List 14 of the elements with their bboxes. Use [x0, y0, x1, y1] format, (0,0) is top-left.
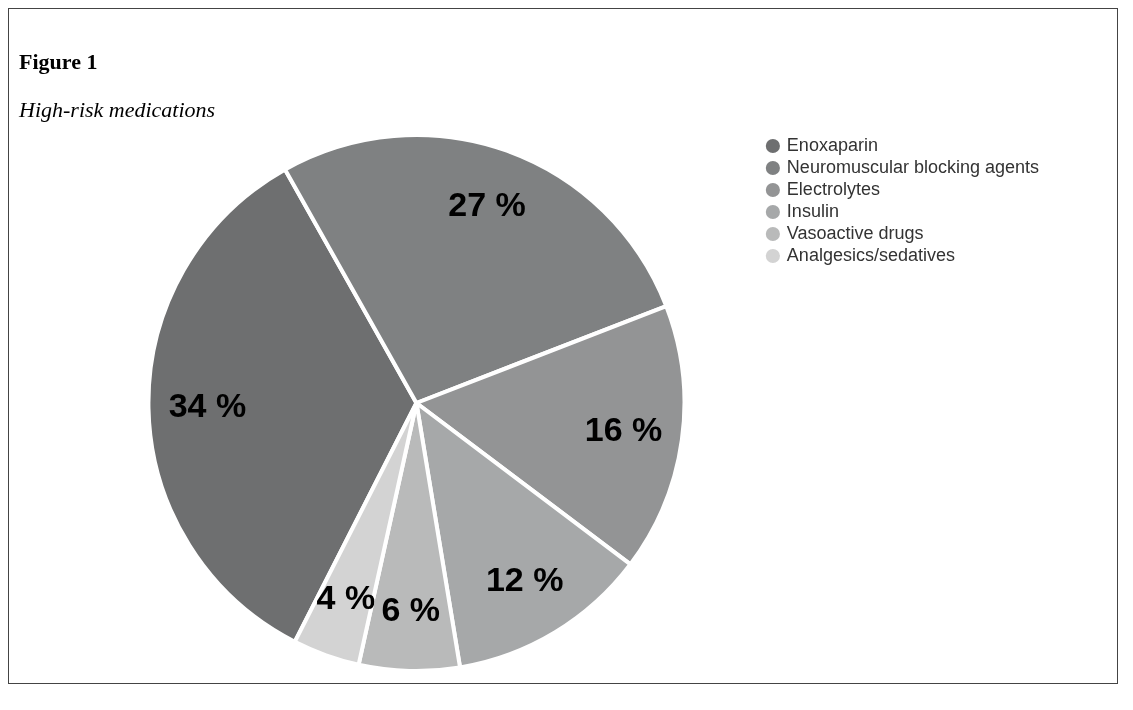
- data-label: 27 %: [448, 184, 526, 223]
- data-label: 16 %: [584, 410, 663, 449]
- legend-label: Electrolytes: [786, 178, 880, 199]
- chart-title: Figure 1: [19, 49, 99, 75]
- legend-label: Insulin: [786, 200, 839, 221]
- chart-subtitle: High-risk medications: [19, 97, 217, 123]
- legend-label: Neuromuscular blocking agents: [786, 156, 1040, 177]
- legend-label: Enoxaparin: [786, 134, 878, 155]
- data-label: 34 %: [168, 385, 247, 424]
- legend-label: Vasoactive drugs: [786, 222, 924, 243]
- data-label: 4 %: [316, 578, 376, 617]
- data-label: 12 %: [485, 560, 564, 599]
- data-label: 6 %: [381, 590, 441, 629]
- legend-label: Analgesics/sedatives: [786, 244, 955, 265]
